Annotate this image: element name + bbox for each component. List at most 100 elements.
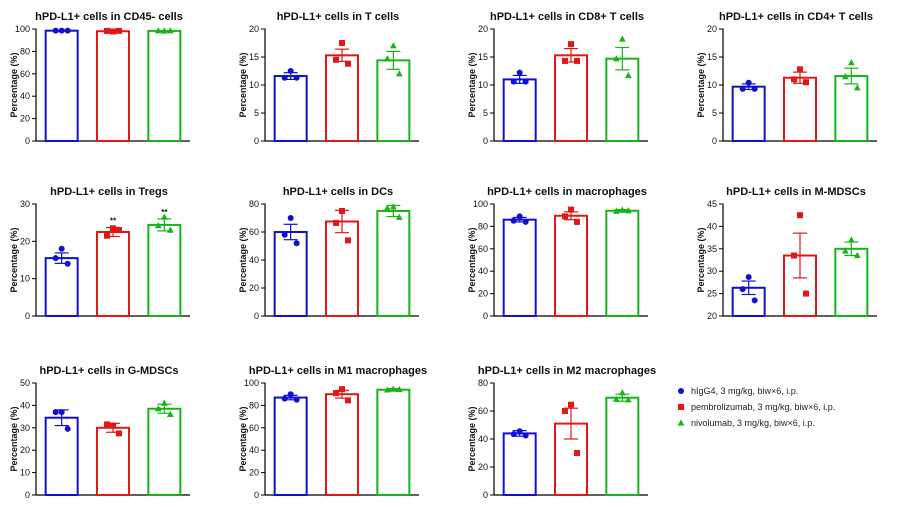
y-tick-label: 20 [478, 24, 488, 34]
y-tick-label: 20 [20, 236, 30, 246]
y-tick-label: 15 [249, 52, 259, 62]
chart-panel: hPD-L1+ cells in M-MDSCs Percentage (%) 20… [696, 186, 877, 321]
bar [783, 76, 817, 142]
y-axis-label: Percentage (%) [238, 406, 248, 471]
bar [605, 209, 640, 317]
y-tick-label: 25 [707, 289, 717, 299]
data-point [383, 55, 391, 62]
bar [147, 29, 182, 142]
data-point [339, 40, 345, 46]
y-tick-label: 80 [478, 221, 488, 231]
bar [96, 426, 130, 496]
bar [731, 85, 766, 142]
y-axis-label: Percentage (%) [9, 227, 19, 292]
chart-panel: hPD-L1+ cells in Tregs Percentage (%) 0 10 2… [9, 186, 190, 321]
bar [502, 78, 537, 142]
data-point [104, 27, 110, 34]
data-point [574, 57, 580, 64]
bar [44, 29, 79, 142]
y-tick-label: 0 [254, 311, 259, 321]
data-point [293, 240, 300, 247]
data-point [58, 245, 65, 252]
bar [834, 75, 869, 142]
data-point [516, 213, 523, 220]
y-tick-label: 10 [249, 80, 259, 90]
data-point [389, 385, 397, 392]
data-point [624, 71, 632, 79]
y-tick-label: 50 [20, 378, 30, 388]
data-point [745, 79, 752, 86]
data-point [841, 73, 849, 80]
y-axis-label: Percentage (%) [238, 227, 248, 292]
data-point [395, 213, 403, 220]
data-point [281, 231, 288, 238]
chart-panel: hPD-L1+ cells in CD4+ T cells Percentage … [696, 11, 877, 146]
y-axis-label: Percentage (%) [467, 227, 477, 292]
y-axis-label: Percentage (%) [696, 227, 706, 292]
chart-panel: hPD-L1+ cells in DCs Percentage (%) 0 20 40 6… [238, 186, 419, 321]
legend-marker [678, 404, 684, 410]
chart-title: hPD-L1+ cells in CD4+ T cells [719, 11, 873, 23]
data-point [739, 85, 746, 92]
y-tick-label: 100 [15, 24, 30, 34]
legend-marker [678, 388, 684, 394]
data-point [52, 409, 59, 416]
y-tick-label: 15 [478, 52, 488, 62]
bar [44, 257, 79, 317]
bar [376, 59, 411, 142]
y-tick-label: 20 [20, 114, 30, 124]
data-point [154, 27, 162, 34]
data-point [333, 219, 339, 226]
data-point [516, 428, 523, 435]
data-point [345, 397, 351, 404]
y-tick-label: 10 [707, 80, 717, 90]
legend: hIgG4, 3 mg/kg, biw×6, i.p. pembrolizumab… [677, 386, 835, 428]
data-point [287, 215, 294, 221]
y-tick-label: 0 [483, 490, 488, 500]
y-tick-label: 20 [249, 24, 259, 34]
y-axis-label: Percentage (%) [696, 52, 706, 117]
data-point [339, 386, 345, 393]
y-tick-label: 80 [20, 46, 30, 56]
chart-title: hPD-L1+ cells in G-MDSCs [39, 365, 178, 377]
data-point [612, 55, 620, 62]
bar [147, 407, 182, 497]
data-point [64, 260, 71, 267]
y-tick-label: 60 [478, 244, 488, 254]
data-point [568, 206, 574, 213]
bar [44, 416, 79, 496]
data-point [624, 396, 632, 403]
bar [834, 247, 869, 317]
data-point [797, 212, 803, 219]
data-point [568, 401, 574, 408]
data-point [841, 247, 849, 254]
data-point [395, 385, 403, 393]
data-point [293, 396, 300, 403]
data-point [293, 74, 300, 81]
y-axis-label: Percentage (%) [467, 406, 477, 471]
chart-panel: hPD-L1+ cells in M2 macrophages Percentag… [467, 365, 656, 500]
y-tick-label: 0 [483, 311, 488, 321]
bar [502, 432, 537, 496]
bar [147, 223, 182, 317]
data-point [333, 390, 339, 397]
y-tick-label: 10 [20, 468, 30, 478]
y-tick-label: 10 [20, 274, 30, 284]
data-point [281, 395, 288, 402]
data-point [281, 74, 288, 81]
data-point [116, 227, 122, 234]
data-point [853, 84, 861, 91]
chart-panel: hPD-L1+ cells in M1 macrophages Percentag… [238, 365, 427, 500]
bar [605, 396, 640, 497]
data-point [104, 421, 110, 428]
data-point [64, 27, 71, 34]
y-tick-label: 20 [20, 445, 30, 455]
data-point [166, 226, 174, 233]
data-point [612, 207, 620, 214]
data-point [562, 213, 568, 220]
bar [325, 393, 359, 497]
chart-title: hPD-L1+ cells in Tregs [50, 186, 168, 198]
y-tick-label: 0 [25, 490, 30, 500]
data-point [110, 422, 116, 429]
